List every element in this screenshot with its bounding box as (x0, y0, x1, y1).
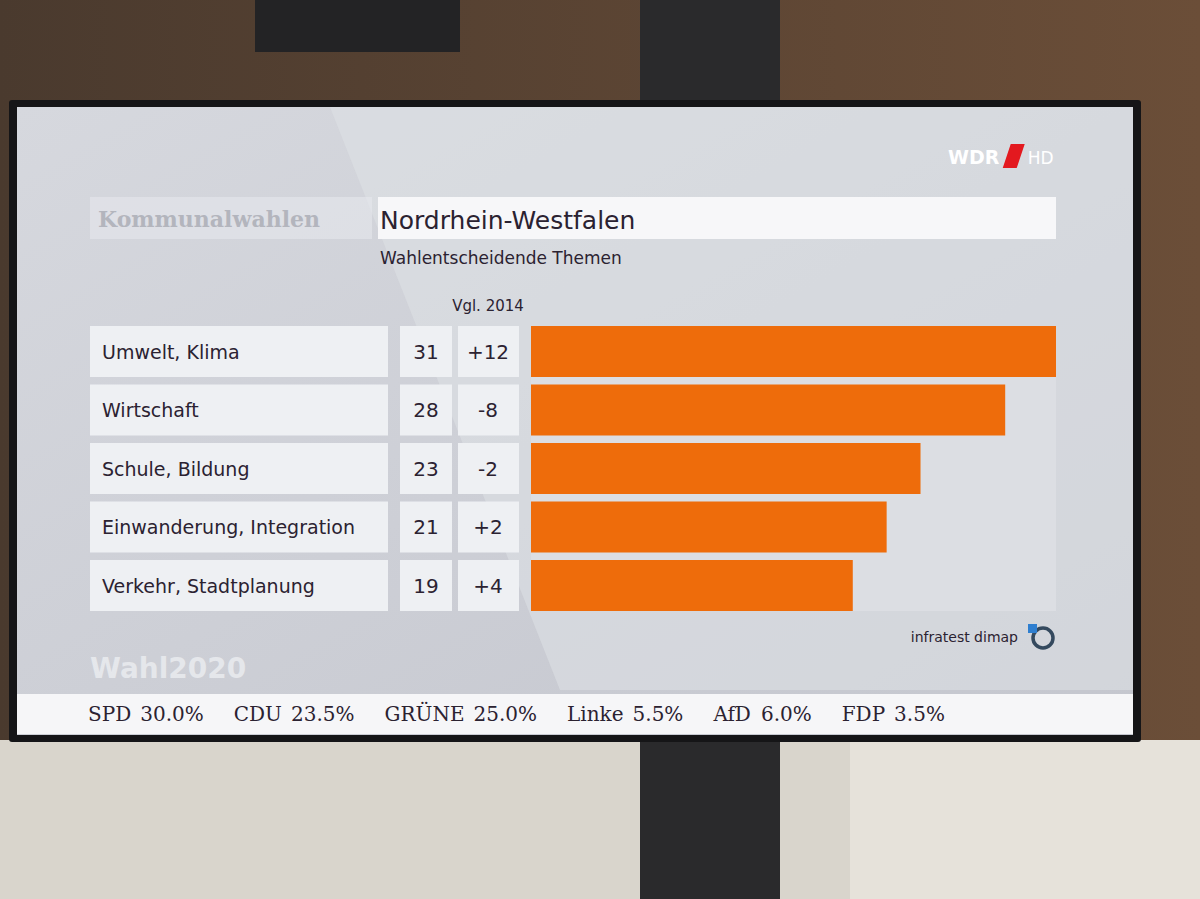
plot-area (531, 326, 1056, 611)
change-box (458, 385, 519, 436)
brand: WDR (948, 146, 1000, 168)
value-box (400, 385, 452, 436)
change-box (458, 502, 519, 553)
source: infratest dimap (911, 629, 1018, 645)
data-label: 21 (413, 515, 438, 539)
ticker-value: 3.5% (894, 702, 945, 726)
bar (531, 385, 1005, 436)
category-label: Verkehr, Stadtplanung (102, 575, 315, 597)
wall (0, 0, 1200, 899)
value-box (400, 443, 452, 494)
ticker-party: GRÜNE (385, 701, 465, 726)
bar (531, 326, 1056, 377)
kicker: Kommunalwahlen (98, 206, 320, 232)
ticker-party: FDP (842, 702, 885, 726)
screen-highlight (330, 107, 1133, 690)
ticker: SPD 30.0% CDU 23.5% GRÜNE 25.0% Linke 5.5% AfD 6.… (88, 701, 945, 726)
source-logo (1028, 624, 1037, 633)
change-box (458, 560, 519, 611)
kicker-box (90, 197, 372, 239)
bars (531, 326, 1056, 611)
ticker-bar (17, 694, 1133, 734)
category-box (90, 502, 388, 553)
ticker-value: 25.0% (474, 702, 538, 726)
ticker-value: 23.5% (291, 702, 355, 726)
data-label: 31 (413, 340, 438, 364)
category-box (90, 560, 388, 611)
category-label: Wirtschaft (102, 399, 199, 421)
value-box (400, 326, 452, 377)
ticker-party: AfD (712, 702, 751, 726)
tv-bezel (9, 100, 1141, 742)
change-label: +4 (473, 574, 502, 598)
title-box (378, 197, 1056, 239)
category-label: Umwelt, Klima (102, 341, 240, 363)
watermark: Wahl2020 (90, 652, 246, 685)
change-label: +12 (467, 340, 509, 364)
pillar (640, 738, 780, 899)
brand-slash (1003, 144, 1025, 168)
data-label: 19 (413, 574, 438, 598)
category-box (90, 385, 388, 436)
bar (531, 443, 921, 494)
bar (531, 560, 853, 611)
data-label: 28 (413, 398, 438, 422)
category-box (90, 443, 388, 494)
ticker-value: 5.5% (633, 702, 684, 726)
ticker-party: Linke (567, 702, 624, 726)
data-label: 23 (413, 457, 438, 481)
change-label: +2 (473, 515, 502, 539)
category-label: Einwanderung, Integration (102, 516, 355, 538)
bar (531, 502, 887, 553)
tv-screen (17, 107, 1133, 735)
brand-suffix: HD (1028, 148, 1054, 168)
ticker-party: CDU (234, 702, 282, 726)
change-label: -8 (478, 398, 498, 422)
shelf (850, 740, 1200, 899)
labels: Umwelt, Klima 31 +12 Wirtschaft 28 -8 Schule, … (90, 326, 519, 611)
title: Nordrhein-Westfalen (380, 206, 635, 235)
lower-wall (0, 740, 1200, 899)
ticker-value: 30.0% (140, 702, 204, 726)
value-box (400, 560, 452, 611)
ticker-value: 6.0% (761, 702, 812, 726)
category-label: Schule, Bildung (102, 458, 249, 480)
column-head: Vgl. 2014 (452, 297, 524, 315)
speaker (255, 0, 460, 52)
category-box (90, 326, 388, 377)
pillar (640, 0, 780, 110)
value-box (400, 502, 452, 553)
change-box (458, 443, 519, 494)
ticker-party: SPD (88, 702, 131, 726)
page: WDR HD Kommunalwahlen Nordrhein-Westfalen Wa… (0, 0, 1200, 899)
change-box (458, 326, 519, 377)
change-label: -2 (478, 457, 498, 481)
subtitle: Wahlentscheidende Themen (380, 248, 622, 268)
